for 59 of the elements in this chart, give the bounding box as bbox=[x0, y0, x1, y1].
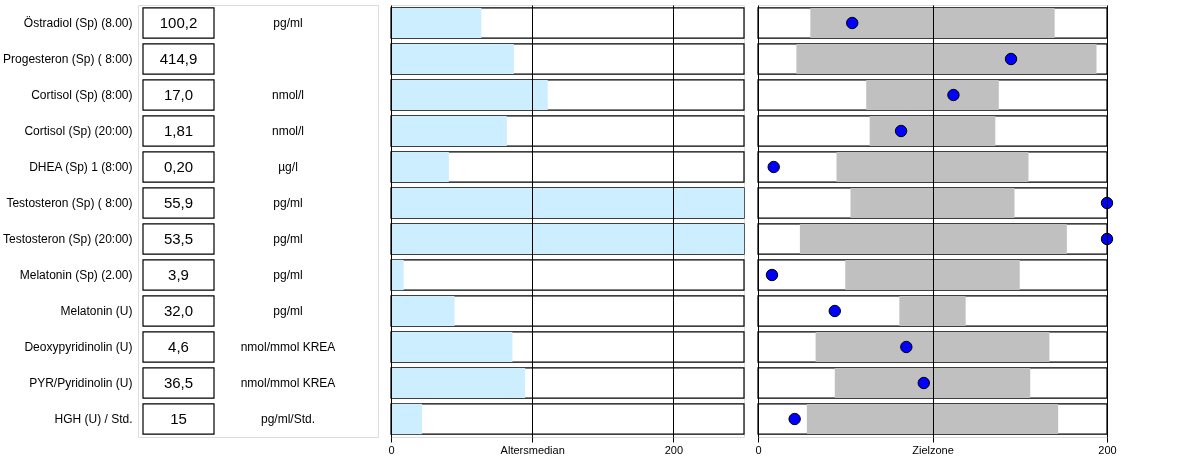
x-tick-label: Altersmedian bbox=[500, 443, 565, 456]
text: pg/ml bbox=[273, 196, 303, 210]
text: µg/l bbox=[278, 160, 298, 174]
text: 32,0 bbox=[163, 302, 194, 319]
text: 3,9 bbox=[168, 266, 189, 283]
x-tick-label: 200 bbox=[1098, 443, 1117, 456]
x-tick-label: 0 bbox=[755, 443, 762, 456]
point bbox=[828, 304, 841, 318]
text: 15 bbox=[170, 410, 187, 427]
bar bbox=[391, 259, 404, 291]
text: pg/ml bbox=[273, 304, 303, 318]
point bbox=[1004, 52, 1018, 66]
category-label: HGH (U) / Std. bbox=[54, 412, 133, 426]
x-tick-label: 0 bbox=[388, 443, 395, 456]
text: 53,5 bbox=[163, 230, 194, 247]
text: nmol/mmol KREA bbox=[240, 340, 336, 354]
text: nmol/mmol KREA bbox=[240, 376, 336, 390]
text: pg/ml/Std. bbox=[260, 412, 316, 426]
text: nmol/l bbox=[271, 88, 305, 102]
text: pg/ml bbox=[273, 232, 303, 246]
bar bbox=[899, 295, 966, 327]
x-tick-label: 200 bbox=[664, 443, 684, 456]
point bbox=[767, 160, 780, 174]
point bbox=[788, 412, 801, 426]
category-label: Cortisol (Sp) (8:00) bbox=[31, 88, 133, 102]
category-label: Melatonin (U) bbox=[60, 304, 133, 318]
category-label: Östradiol (Sp) (8.00) bbox=[23, 16, 133, 30]
bar bbox=[391, 115, 507, 147]
category-label: Testosteron (Sp) (20:00) bbox=[3, 232, 133, 246]
text: 4,6 bbox=[168, 338, 189, 355]
category-label: Progesteron (Sp) ( 8:00) bbox=[3, 52, 133, 66]
point bbox=[1100, 196, 1114, 210]
text: 55,9 bbox=[163, 194, 194, 211]
category-label: Melatonin (Sp) (2.00) bbox=[19, 268, 133, 282]
point bbox=[846, 16, 859, 30]
text: 100,2 bbox=[159, 14, 198, 31]
category-label: Testosteron (Sp) ( 8:00) bbox=[6, 196, 133, 210]
text: 17,0 bbox=[163, 86, 194, 103]
category-label: Deoxypyridinolin (U) bbox=[24, 340, 133, 354]
text: 36,5 bbox=[163, 374, 194, 391]
point bbox=[1100, 232, 1114, 246]
point bbox=[765, 268, 779, 282]
bar bbox=[391, 295, 455, 327]
point bbox=[900, 340, 913, 354]
category-label: DHEA (Sp) 1 (8:00) bbox=[29, 160, 133, 174]
point bbox=[894, 124, 908, 138]
point bbox=[947, 88, 960, 102]
bar bbox=[391, 7, 482, 39]
text: 0,20 bbox=[163, 158, 194, 175]
category-label: Cortisol (Sp) (20:00) bbox=[24, 124, 133, 138]
text: pg/ml bbox=[273, 16, 303, 30]
bar bbox=[391, 151, 449, 183]
text: pg/ml bbox=[273, 268, 303, 282]
category-label: PYR/Pyridinolin (U) bbox=[29, 376, 133, 390]
point bbox=[917, 376, 930, 390]
text: 1,81 bbox=[163, 122, 194, 139]
text: 414,9 bbox=[159, 50, 198, 67]
text: nmol/l bbox=[271, 124, 305, 138]
x-tick-label: Zielzone bbox=[912, 443, 954, 456]
